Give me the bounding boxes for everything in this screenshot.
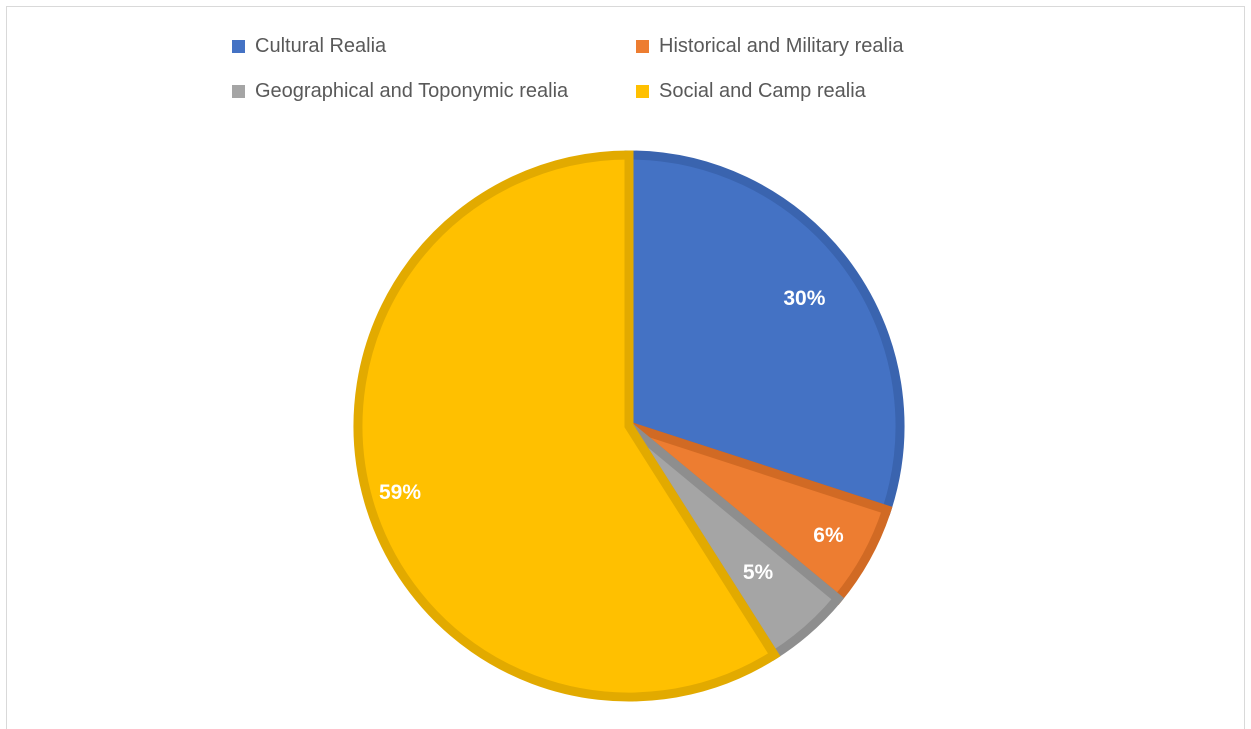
legend-swatch-geographical-toponymic-realia [232,84,245,98]
legend-item-geographical-toponymic-realia: Geographical and Toponymic realia [232,79,636,103]
legend-swatch-social-camp-realia [636,84,649,98]
legend-item-social-camp-realia: Social and Camp realia [636,79,992,103]
legend-label-geographical-toponymic-realia: Geographical and Toponymic realia [255,79,569,102]
legend-swatch-historical-military-realia [636,39,649,53]
pie-data-label-social-camp-realia: 59% [379,481,421,504]
pie-data-label-historical-military-realia: 6% [813,524,844,547]
chart-legend: Cultural Realia Historical and Military … [232,34,992,103]
legend-item-cultural-realia: Cultural Realia [232,34,636,58]
pie-data-label-geographical-toponymic-realia: 5% [743,561,774,584]
pie-data-label-cultural-realia: 30% [783,287,825,310]
pie-slices [353,150,905,702]
legend-label-cultural-realia: Cultural Realia [255,34,387,57]
pie-data-labels: 30% 6% 5% 59% [379,287,844,584]
pie-slice-cultural-realia [624,150,905,516]
legend-swatch-cultural-realia [232,39,245,53]
legend-item-historical-military-realia: Historical and Military realia [636,34,992,58]
pie-slice-social-camp-realia [353,150,781,702]
legend-label-social-camp-realia: Social and Camp realia [659,79,866,102]
legend-label-historical-military-realia: Historical and Military realia [659,34,904,57]
